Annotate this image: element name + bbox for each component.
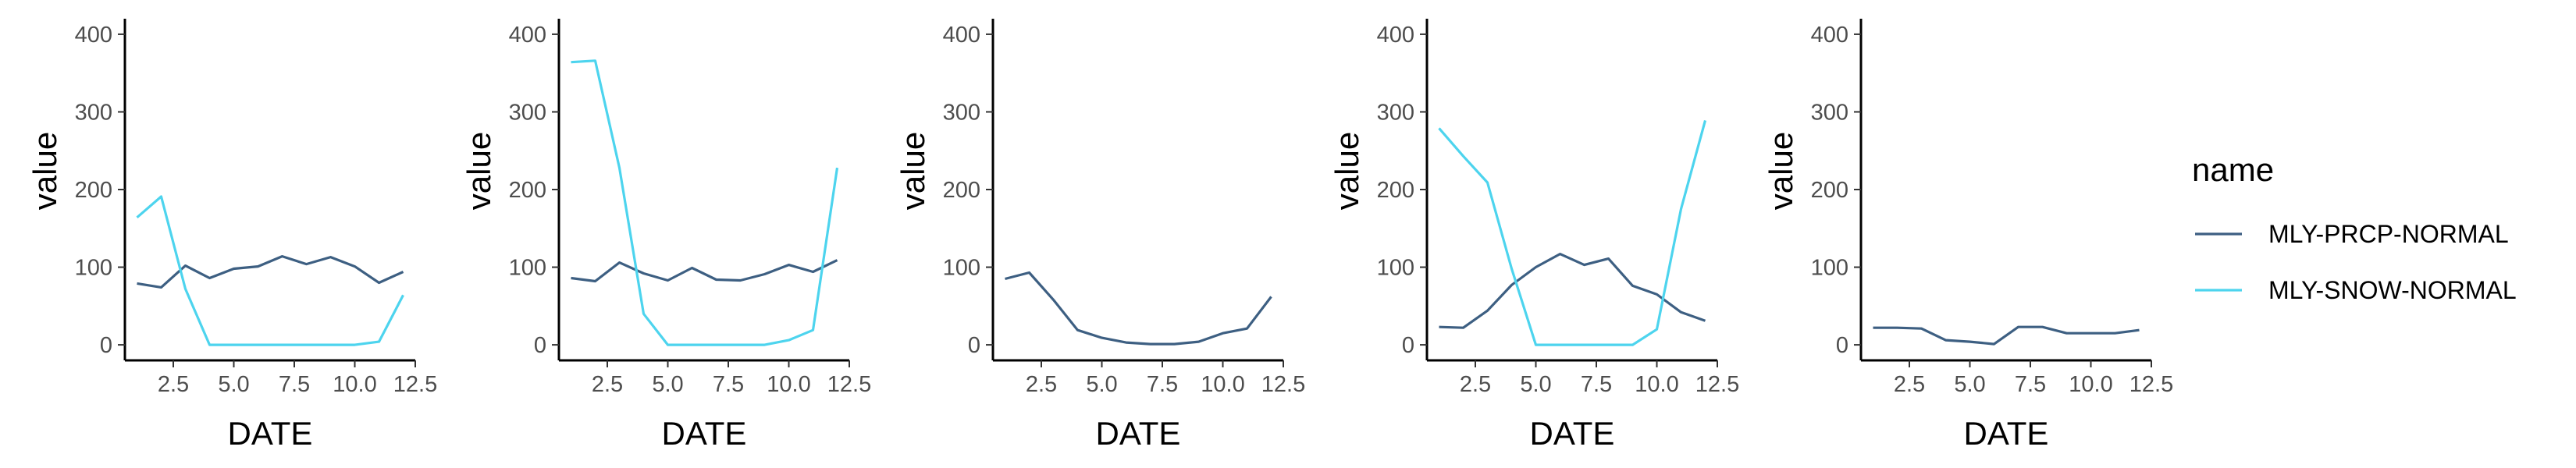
x-tick-label: 2.5 [158,372,189,397]
legend: name MLY-PRCP-NORMAL MLY-SNOW-NORMAL [2192,151,2517,304]
y-tick-label: 200 [943,178,980,203]
y-tick-label: 400 [1377,23,1414,48]
panel-5: 0 100 200 300 400 2.5 5.0 7.5 10.0 12.5 DATE value [1763,19,2173,452]
y-tick-label: 300 [75,100,112,125]
x-tick-label: 5.0 [1954,372,1985,397]
legend-label: MLY-PRCP-NORMAL [2268,220,2509,248]
y-tick-label: 100 [1811,256,1848,281]
legend-title: name [2192,151,2274,188]
y-tick-label: 400 [943,23,980,48]
x-axis-title: DATE [1964,415,2049,452]
y-tick-label: 0 [1402,333,1414,358]
y-tick-label: 400 [509,23,546,48]
y-tick-label: 100 [509,256,546,281]
series-line-mly-snow-normal [1438,119,1707,346]
x-tick-label: 12.5 [393,372,437,397]
x-tick-label: 10.0 [1201,372,1244,397]
y-tick-label: 0 [1836,333,1848,358]
x-tick-label: 5.0 [652,372,683,397]
y-tick-label: 0 [534,333,546,358]
y-tick-label: 300 [1811,100,1848,125]
x-tick-label: 7.5 [713,372,744,397]
y-tick-label: 0 [968,333,980,358]
series-line-mly-prcp-normal [1439,253,1706,329]
y-tick-label: 200 [509,178,546,203]
x-tick-label: 10.0 [333,372,376,397]
y-axis-title: value [1329,132,1365,210]
panel-3: 0 100 200 300 400 2.5 5.0 7.5 10.0 12.5 DATE value [895,19,1305,452]
x-tick-label: 5.0 [218,372,249,397]
y-tick-label: 200 [1377,178,1414,203]
y-tick-label: 100 [75,256,112,281]
y-tick-label: 200 [1811,178,1848,203]
panel-2: 0 100 200 300 400 2.5 5.0 7.5 10.0 12.5 DATE value [461,19,871,452]
x-tick-label: 2.5 [1894,372,1925,397]
x-axis-title: DATE [228,415,313,452]
y-tick-label: 400 [1811,23,1848,48]
x-tick-label: 7.5 [1147,372,1178,397]
y-tick-label: 400 [75,23,112,48]
y-tick-label: 300 [943,100,980,125]
x-tick-label: 10.0 [767,372,810,397]
series-line-mly-prcp-normal [1005,271,1272,346]
y-axis-title: value [461,132,497,210]
x-tick-label: 5.0 [1086,372,1117,397]
x-tick-label: 12.5 [1695,372,1739,397]
x-tick-label: 7.5 [279,372,310,397]
x-tick-label: 2.5 [592,372,623,397]
x-tick-label: 7.5 [1581,372,1612,397]
legend-label: MLY-SNOW-NORMAL [2268,276,2517,304]
x-tick-label: 10.0 [2069,372,2112,397]
y-tick-label: 300 [509,100,546,125]
panel-1: 0 100 200 300 400 2.5 5.0 7.5 10.0 12.5 DATE value [27,19,437,452]
y-axis-title: value [1763,132,1799,210]
y-axis-title: value [895,132,931,210]
y-tick-label: 100 [1377,256,1414,281]
x-axis-title: DATE [1530,415,1615,452]
x-tick-label: 5.0 [1520,372,1551,397]
panel-4: 0 100 200 300 400 2.5 5.0 7.5 10.0 12.5 DATE value [1329,19,1739,452]
series-line-mly-snow-normal [136,195,404,346]
x-tick-label: 12.5 [827,372,871,397]
x-tick-label: 7.5 [2015,372,2046,397]
series-line-mly-snow-normal [571,59,839,346]
series-line-mly-prcp-normal [571,259,838,283]
x-tick-label: 10.0 [1635,372,1678,397]
x-tick-label: 2.5 [1026,372,1057,397]
y-tick-label: 300 [1377,100,1414,125]
x-tick-label: 2.5 [1460,372,1491,397]
series-line-mly-prcp-normal [1873,325,2140,346]
y-tick-label: 0 [100,333,112,358]
x-axis-title: DATE [1096,415,1181,452]
x-tick-label: 12.5 [1261,372,1305,397]
x-tick-label: 12.5 [2129,372,2173,397]
y-tick-label: 200 [75,178,112,203]
x-axis-title: DATE [662,415,747,452]
y-tick-label: 100 [943,256,980,281]
y-axis-title: value [27,132,63,210]
